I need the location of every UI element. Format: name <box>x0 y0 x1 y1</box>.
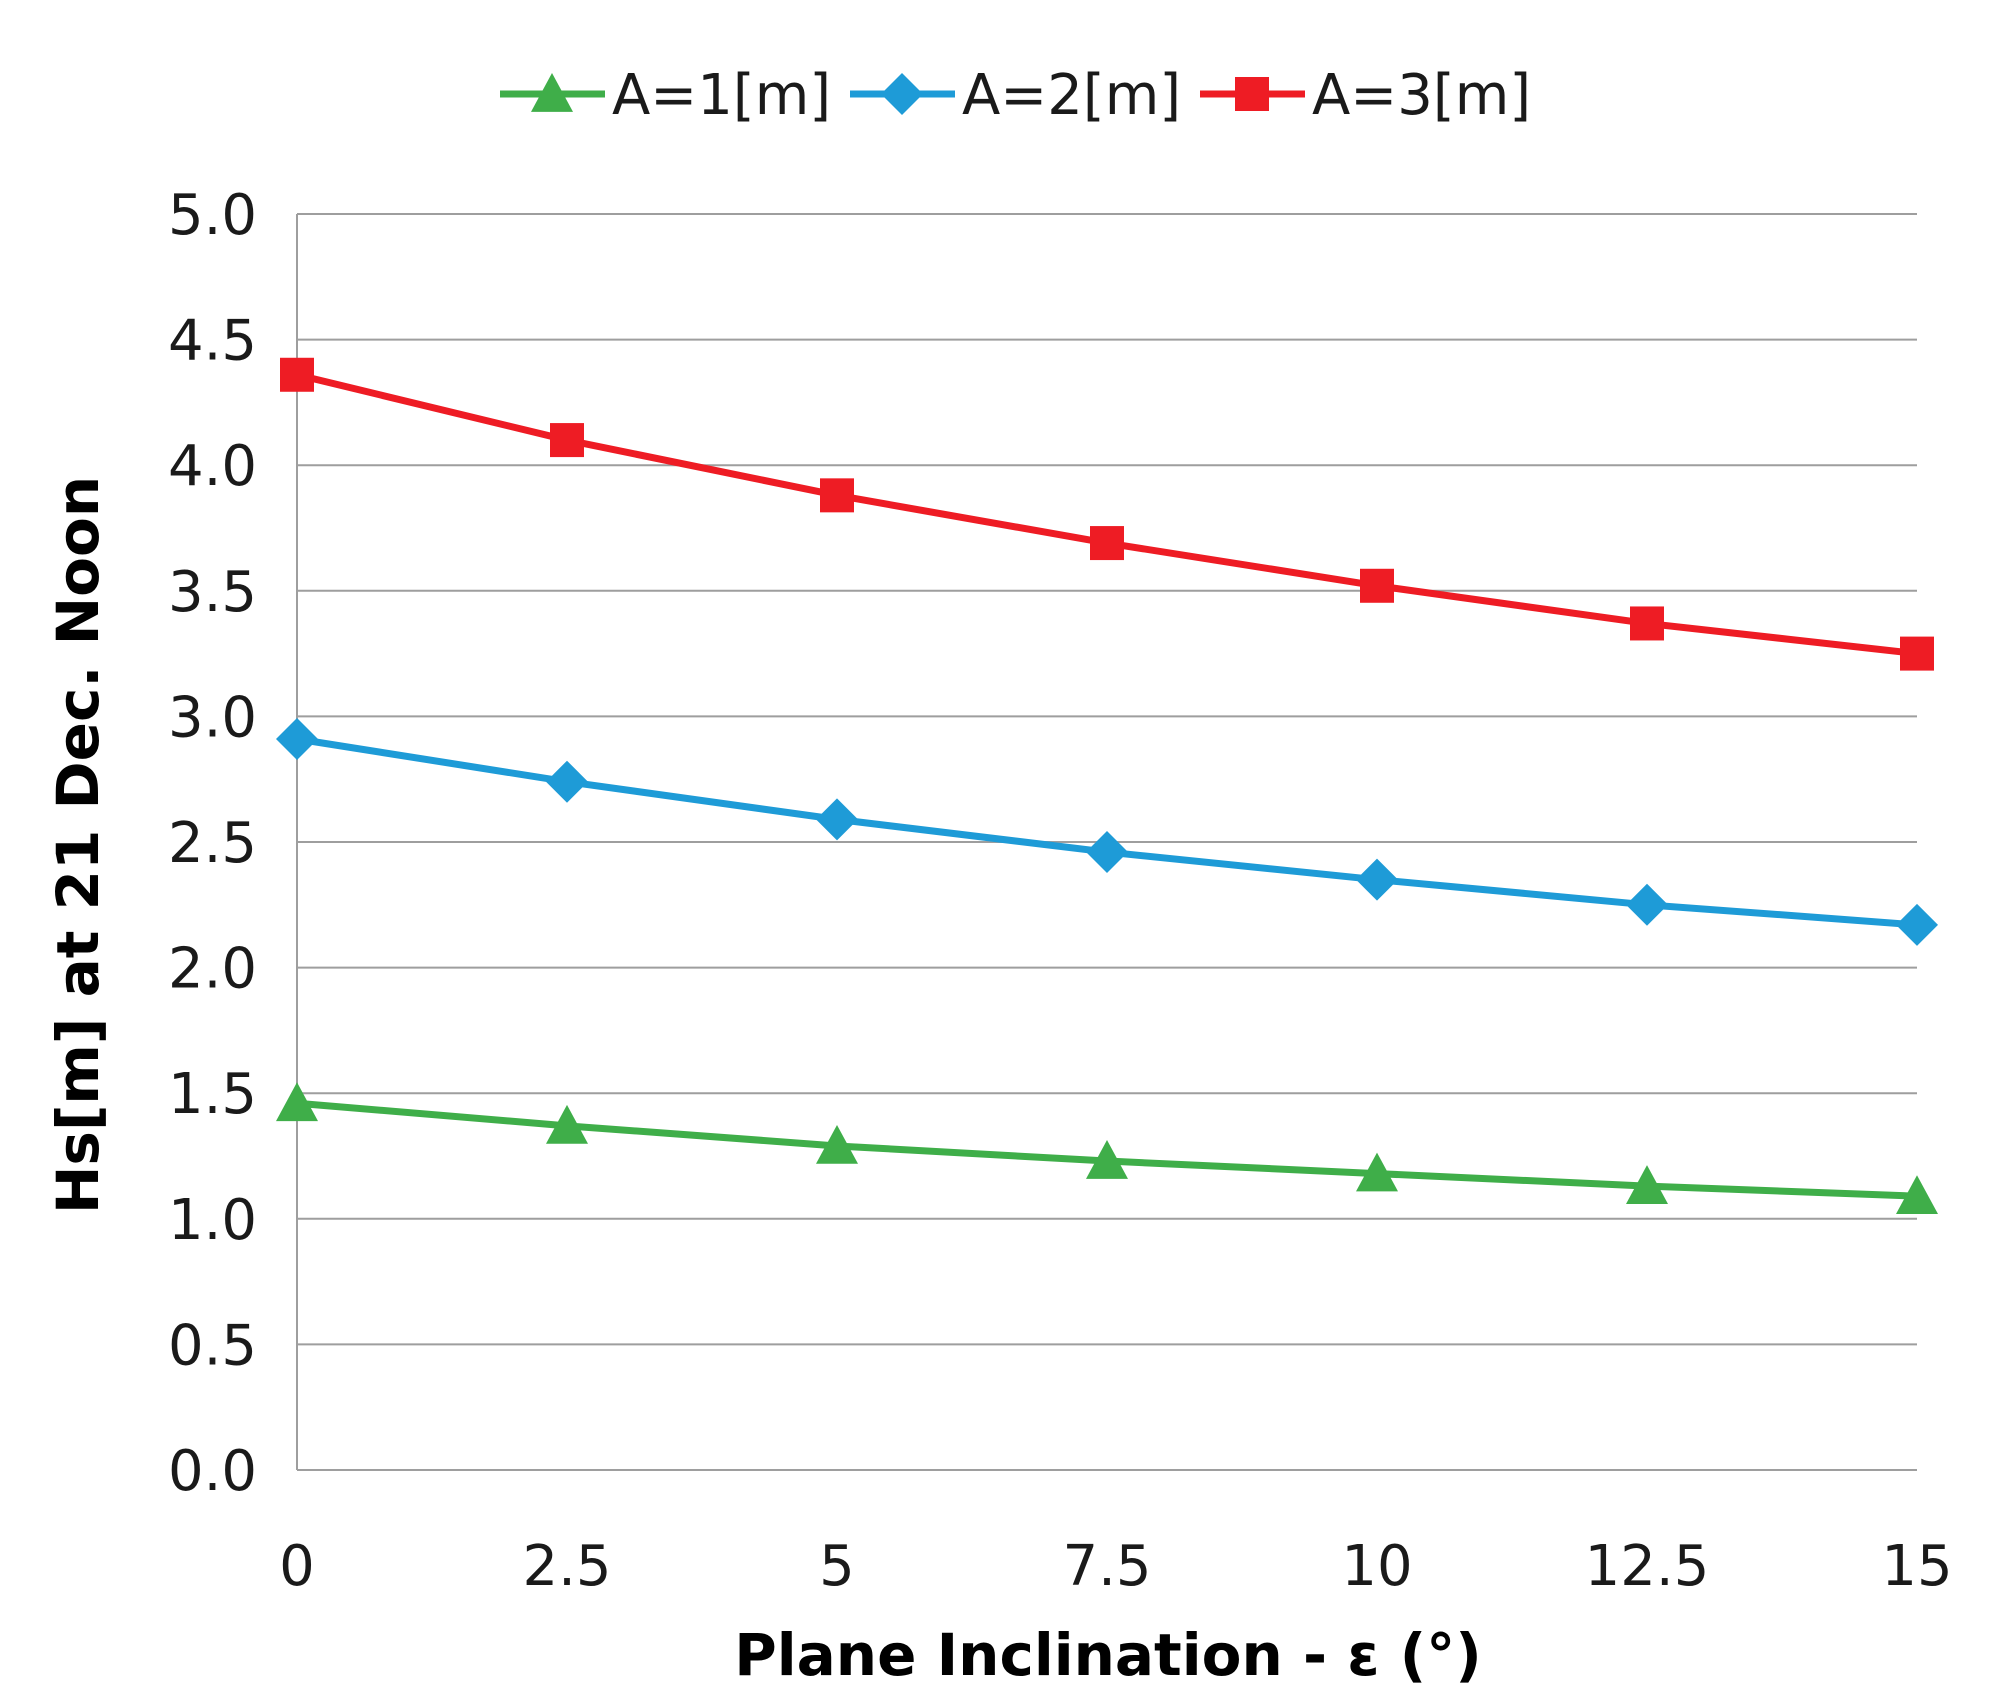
legend-label: A=1[m] <box>612 63 831 128</box>
data-point <box>820 478 854 513</box>
data-point <box>276 718 318 761</box>
y-tick-label: 4.0 <box>168 434 257 499</box>
legend-marker <box>531 73 573 112</box>
data-point <box>1090 526 1124 561</box>
y-tick-label: 1.0 <box>168 1188 257 1253</box>
data-point <box>816 1124 858 1164</box>
legend: A=1[m] A=2[m] A=3[m] <box>500 63 1531 128</box>
data-point <box>1626 1165 1668 1204</box>
y-tick-label: 3.0 <box>168 685 257 750</box>
y-tick-label: 3.5 <box>168 560 257 625</box>
x-tick-label: 12.5 <box>1585 1534 1710 1599</box>
y-axis-tick-labels: 0.0 0.5 1.0 1.5 2.0 2.5 3.0 3.5 4.0 4.5 5.0 <box>168 183 257 1504</box>
axes <box>296 214 1917 1471</box>
x-axis-title: Plane Inclination - ε (°) <box>734 1621 1482 1689</box>
data-point <box>816 798 858 841</box>
x-tick-label: 5 <box>819 1534 855 1599</box>
x-tick-label: 15 <box>1881 1534 1952 1599</box>
x-tick-label: 7.5 <box>1062 1534 1151 1599</box>
data-point <box>1630 606 1664 641</box>
data-point <box>1086 831 1128 874</box>
x-axis-tick-labels: 0 2.5 5 7.5 10 12.5 15 <box>279 1534 1952 1599</box>
legend-marker <box>881 73 923 115</box>
x-tick-label: 2.5 <box>522 1534 611 1599</box>
legend-item-3: A=3[m] <box>1200 63 1531 128</box>
data-point <box>276 1082 318 1122</box>
legend-item-2: A=2[m] <box>850 63 1181 128</box>
gridlines <box>297 213 1917 1346</box>
series-1 <box>276 1082 1938 1215</box>
y-tick-label: 0.0 <box>168 1439 257 1504</box>
data-point <box>1356 1152 1398 1192</box>
data-point <box>546 1104 588 1144</box>
x-tick-label: 10 <box>1341 1534 1412 1599</box>
data-point <box>1896 1175 1938 1215</box>
data-point <box>1626 883 1668 926</box>
y-tick-label: 4.5 <box>168 309 257 374</box>
data-point <box>1360 568 1394 603</box>
legend-label: A=2[m] <box>962 63 1181 128</box>
data-point <box>1900 636 1934 671</box>
y-tick-label: 5.0 <box>168 183 257 248</box>
data-point <box>280 357 314 392</box>
data-point <box>1896 903 1938 946</box>
y-axis-title: Hs[m] at 21 Dec. Noon <box>44 476 112 1214</box>
y-tick-label: 2.0 <box>168 937 257 1002</box>
data-point <box>1086 1140 1128 1179</box>
y-tick-label: 0.5 <box>168 1313 257 1378</box>
data-point <box>546 760 588 803</box>
data-point <box>550 423 584 458</box>
series-2 <box>276 718 1938 946</box>
x-tick-label: 0 <box>279 1534 315 1599</box>
legend-item-1: A=1[m] <box>500 63 831 128</box>
y-tick-label: 1.5 <box>168 1062 257 1127</box>
legend-marker <box>1235 77 1269 111</box>
legend-label: A=3[m] <box>1312 63 1531 128</box>
y-tick-label: 2.5 <box>168 811 257 876</box>
series-3 <box>280 357 1934 671</box>
series-line <box>293 371 1921 658</box>
data-point <box>1356 858 1398 901</box>
series-layer <box>276 357 1938 1215</box>
